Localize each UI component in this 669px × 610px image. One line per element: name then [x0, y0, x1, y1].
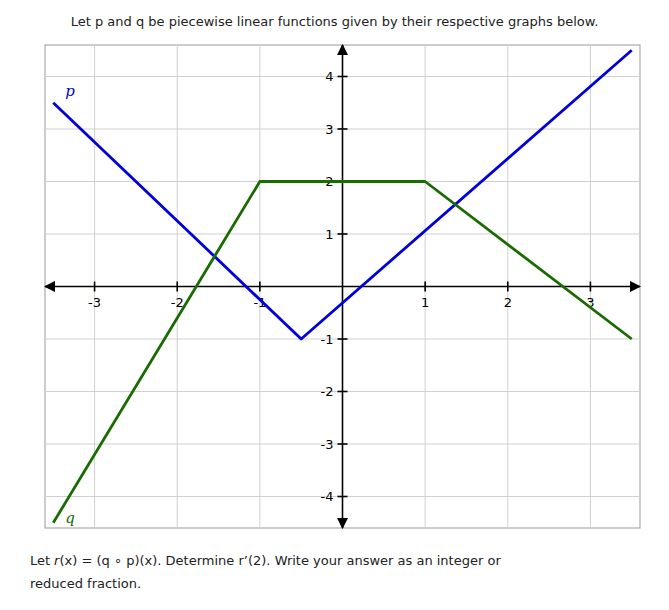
series-line: [53, 182, 631, 523]
x-tick: [590, 282, 592, 292]
y-tick: [338, 338, 348, 340]
y-tick-label: -1: [321, 332, 334, 347]
y-tick-label: 3: [325, 122, 333, 137]
title: Let p and q be piecewise linear function…: [71, 14, 599, 29]
grid-line-x: [425, 45, 426, 528]
footer-text: (x) = (q ∘ p)(x). Determine r’(2). Write…: [59, 553, 501, 568]
grid-line-y: [45, 129, 640, 130]
y-tick-label: 4: [325, 69, 333, 84]
grid-line-y: [45, 444, 640, 445]
grid-line-x: [590, 45, 591, 528]
x-tick-label: 1: [421, 295, 429, 310]
y-tick-label: -2: [321, 384, 334, 399]
x-tick-label: 2: [504, 295, 512, 310]
x-tick: [259, 282, 261, 292]
y-tick: [338, 128, 348, 130]
y-tick: [338, 76, 348, 78]
y-tick: [338, 233, 348, 235]
y-tick-label: -3: [321, 437, 334, 452]
footer-text: Let: [30, 553, 50, 568]
series-group: [53, 50, 631, 523]
x-tick: [507, 282, 509, 292]
y-tick: [338, 496, 348, 498]
y-tick: [338, 391, 348, 393]
footer-line: Letr(x) = (q ∘ p)(x). Determine r’(2). W…: [30, 553, 501, 568]
grid-line-y: [45, 234, 640, 235]
y-tick-label: -4: [321, 489, 334, 504]
x-tick-label: -3: [88, 295, 101, 310]
y-axis: [342, 45, 344, 528]
series-line: [53, 50, 631, 339]
series-label: q: [65, 509, 75, 527]
grid: [45, 45, 640, 528]
x-tick: [94, 282, 96, 292]
y-tick: [338, 443, 348, 445]
grid-line-y: [45, 76, 640, 77]
grid-line-x: [177, 45, 178, 528]
grid-line-x: [259, 45, 260, 528]
grid-line-x: [507, 45, 508, 528]
grid-line-y: [45, 496, 640, 497]
plot-frame: [45, 45, 640, 528]
x-tick-label: -2: [171, 295, 184, 310]
series-label: p: [65, 82, 75, 100]
y-tick-label: 1: [325, 227, 333, 242]
x-tick: [176, 282, 178, 292]
footer-text: reduced fraction.: [30, 576, 141, 591]
x-tick: [424, 282, 426, 292]
grid-line-y: [45, 339, 640, 340]
